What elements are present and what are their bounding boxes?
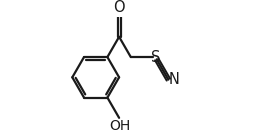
Text: N: N (168, 72, 179, 87)
Text: O: O (113, 0, 124, 15)
Text: S: S (150, 50, 160, 65)
Text: OH: OH (109, 119, 130, 133)
